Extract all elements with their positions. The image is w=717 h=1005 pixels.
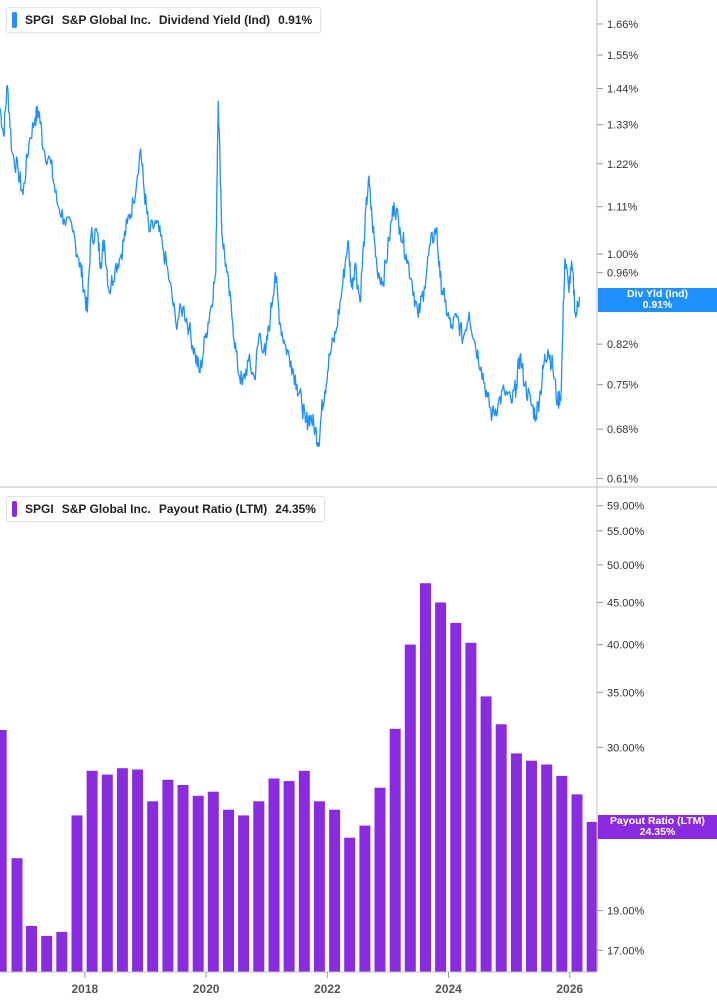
legend-ticker: SPGI: [25, 502, 54, 516]
payout-ratio-bar: [132, 769, 144, 972]
x-tick-label: 2022: [314, 982, 341, 996]
payout-ratio-bar: [298, 770, 310, 972]
y-tick-label: 1.44%: [607, 84, 638, 96]
y-tick-label: 0.82%: [607, 339, 638, 351]
y-tick-label: 35.00%: [607, 687, 645, 699]
y-tick-label: 0.61%: [607, 473, 638, 485]
payout-ratio-bar: [344, 837, 356, 972]
y-tick-label: 1.00%: [607, 249, 638, 261]
legend-metric: Dividend Yield (Ind): [158, 13, 271, 27]
payout-ratio-bar: [526, 760, 537, 972]
payout-ratio-bar: [162, 779, 174, 972]
y-tick-label: 59.00%: [607, 501, 645, 513]
payout-ratio-bar: [465, 642, 477, 972]
flag-value: 24.35%: [639, 826, 676, 838]
y-tick-label: 50.00%: [607, 560, 645, 572]
y-tick-label: 1.66%: [607, 19, 638, 31]
payout-ratio-bar: [116, 768, 128, 972]
x-tick-label: 2024: [435, 982, 462, 996]
payout-ratio-bar: [435, 602, 447, 972]
payout-ratio-bar: [450, 622, 462, 972]
payout-ratio-bar: [404, 644, 416, 972]
payout-ratio-bar: [359, 825, 371, 972]
legend-value: 24.35%: [275, 502, 316, 516]
y-tick-label: 0.75%: [607, 380, 638, 392]
payout-ratio-bar: [56, 931, 68, 972]
payout-ratio-bar: [495, 724, 507, 972]
y-tick-label: 0.68%: [607, 424, 638, 436]
flag-label: Payout Ratio (LTM): [610, 815, 705, 827]
legend-company: S&P Global Inc.: [61, 13, 151, 27]
payout-ratio-bar: [420, 583, 431, 972]
y-tick-label: 40.00%: [607, 640, 645, 652]
dividend-yield-legend: SPGI S&P Global Inc. Dividend Yield (Ind…: [6, 7, 322, 33]
y-tick-label: 1.11%: [607, 202, 638, 214]
payout-ratio-bar: [480, 696, 492, 972]
flag-label: Div Yld (Ind): [626, 288, 689, 300]
payout-ratio-bar: [556, 775, 568, 972]
y-tick-label: 45.00%: [607, 598, 645, 610]
payout-ratio-bar: [283, 781, 295, 972]
payout-ratio-bar: [101, 774, 113, 972]
x-tick-label: 2018: [72, 982, 99, 996]
y-tick-label: 1.22%: [607, 159, 638, 171]
y-tick-label: 1.55%: [607, 50, 638, 62]
y-tick-label: 1.33%: [607, 120, 638, 132]
flag-value: 0.91%: [642, 299, 673, 311]
legend-ticker: SPGI: [25, 13, 54, 27]
payout-ratio-bar: [11, 858, 23, 972]
payout-ratio-bar: [510, 753, 522, 972]
payout-ratio-bar: [329, 809, 341, 972]
y-tick-label: 55.00%: [607, 526, 645, 538]
payout-ratio-bar: [86, 770, 98, 972]
legend-metric: Payout Ratio (LTM): [158, 502, 268, 516]
payout-ratio-legend: SPGI S&P Global Inc. Payout Ratio (LTM) …: [6, 496, 325, 522]
payout-ratio-bar: [374, 787, 386, 972]
dividend-yield-line: [0, 84, 581, 448]
dividend-yield-swatch: [12, 12, 17, 28]
payout-ratio-value-flag: Payout Ratio (LTM) 24.35%: [598, 815, 717, 839]
dividend-yield-value-flag: Div Yld (Ind) 0.91%: [598, 288, 717, 312]
payout-ratio-bar: [71, 815, 83, 972]
payout-ratio-bar: [41, 935, 53, 972]
payout-ratio-bar: [207, 791, 219, 972]
y-tick-label: 30.00%: [607, 742, 645, 754]
payout-ratio-bar: [253, 801, 265, 972]
payout-ratio-bar: [223, 809, 234, 972]
payout-ratio-bar: [177, 785, 189, 972]
payout-ratio-bar: [192, 795, 204, 972]
y-tick-label: 17.00%: [607, 945, 645, 957]
legend-value: 0.91%: [278, 13, 313, 27]
payout-ratio-bar: [389, 728, 401, 972]
payout-ratio-bar: [268, 778, 280, 972]
payout-ratio-bar: [586, 821, 598, 972]
y-tick-label: 19.00%: [607, 906, 645, 918]
y-tick-label: 0.96%: [607, 268, 638, 280]
payout-ratio-bar: [541, 764, 553, 972]
x-tick-label: 2020: [193, 982, 220, 996]
payout-ratio-bar: [147, 801, 159, 972]
payout-ratio-swatch: [12, 501, 17, 517]
payout-ratio-bar: [238, 815, 250, 972]
legend-company: S&P Global Inc.: [61, 502, 151, 516]
x-tick-label: 2026: [556, 982, 583, 996]
payout-ratio-bar: [571, 794, 583, 972]
payout-ratio-bar: [26, 926, 37, 972]
payout-ratio-bar: [313, 801, 325, 972]
payout-ratio-bar: [0, 730, 7, 972]
